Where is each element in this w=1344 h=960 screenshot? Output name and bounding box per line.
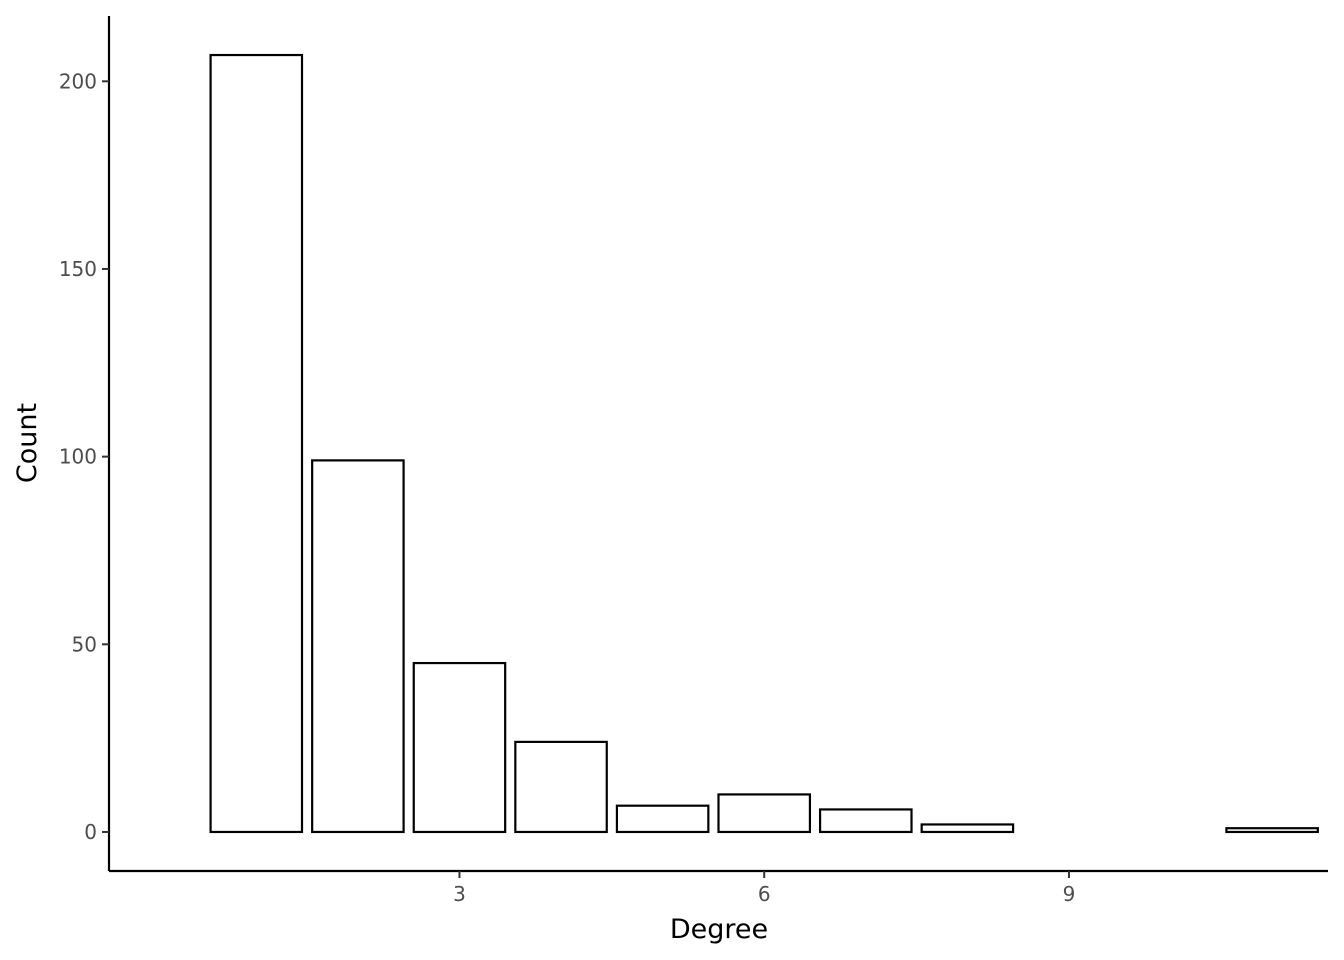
- x-tick-label: 9: [1063, 882, 1076, 906]
- bar-degree-4: [514, 740, 608, 834]
- bar-degree-7: [818, 808, 913, 834]
- bar-degree-8: [920, 823, 1015, 834]
- bar-degree-3: [412, 661, 507, 834]
- bar-degree-6: [717, 793, 812, 834]
- bar-degree-11: [1225, 827, 1319, 834]
- axes-group: 0 50 100 150 200 3 6 9: [59, 16, 1328, 906]
- y-tick-label: 50: [72, 632, 97, 656]
- x-axis-title: Degree: [670, 914, 768, 945]
- bar-degree-1: [209, 53, 304, 834]
- x-tick-label: 3: [453, 882, 466, 906]
- bar-degree-5: [615, 804, 710, 834]
- bar-degree-2: [311, 459, 405, 834]
- y-tick-label: 0: [84, 820, 97, 844]
- y-axis-title: Count: [12, 403, 43, 483]
- y-tick-label: 100: [59, 445, 97, 469]
- y-tick-label: 150: [59, 257, 97, 281]
- y-tick-label: 200: [59, 69, 97, 93]
- x-tick-label: 6: [758, 882, 771, 906]
- bars-group: [209, 53, 1319, 834]
